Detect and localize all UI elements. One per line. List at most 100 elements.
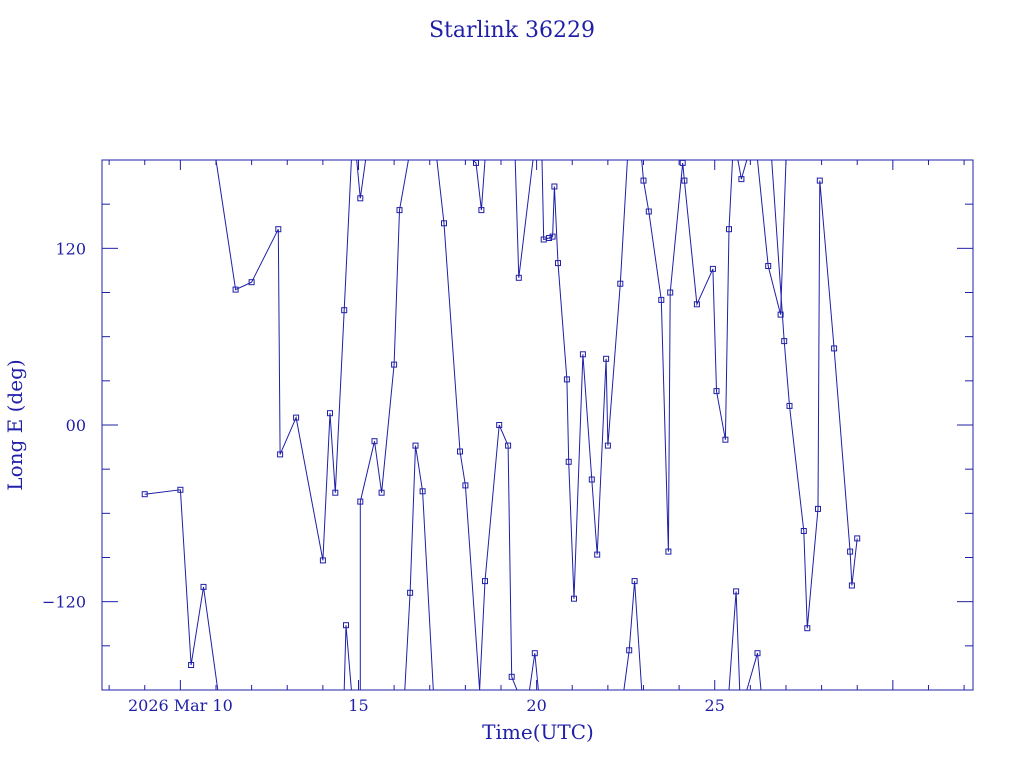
data-point	[177, 486, 184, 493]
data-point	[232, 286, 239, 293]
data-point	[626, 647, 633, 654]
data-point	[765, 263, 772, 269]
data-point	[200, 583, 207, 590]
data-point	[141, 491, 148, 498]
data-point	[478, 207, 485, 214]
data-point	[781, 338, 788, 345]
data-point	[396, 207, 403, 214]
data-point	[407, 589, 414, 596]
data-point	[800, 528, 807, 534]
data-point	[565, 458, 572, 465]
data-point	[412, 442, 419, 449]
series-line	[479, 424, 518, 690]
data-point	[631, 578, 638, 585]
data-point	[848, 582, 855, 589]
data-point	[371, 438, 378, 445]
data-point	[645, 208, 652, 215]
series-line	[514, 160, 534, 278]
axis-ticks: 2026 Mar 10 15 20 25 120 00 −120	[42, 160, 973, 715]
data-point	[357, 498, 364, 505]
data-point	[391, 361, 398, 368]
series-line	[356, 160, 367, 199]
data-point	[603, 355, 610, 362]
data-point	[515, 274, 522, 281]
series-line	[144, 489, 219, 690]
data-point	[341, 307, 348, 314]
data-point	[847, 548, 854, 555]
data-point	[816, 177, 823, 184]
y-tick-label: 120	[55, 239, 86, 258]
data-point	[604, 442, 611, 449]
data-point	[722, 436, 729, 443]
series-line	[728, 591, 741, 690]
x-tick-label: 15	[348, 696, 368, 715]
data-point	[343, 622, 349, 629]
data-point	[804, 625, 811, 632]
data-point	[617, 280, 624, 287]
data-point	[854, 535, 861, 542]
data-point	[505, 442, 512, 449]
series-line	[436, 160, 481, 690]
chart-title: Starlink 36229	[429, 18, 595, 43]
data-point	[563, 376, 570, 383]
data-point	[462, 482, 469, 489]
data-point	[786, 402, 793, 409]
data-point	[831, 345, 838, 352]
data-point	[579, 351, 586, 358]
data-point	[275, 226, 282, 233]
series-line	[641, 160, 733, 552]
data-point	[555, 260, 561, 267]
series-line	[541, 160, 628, 599]
data-point	[508, 673, 515, 680]
data-point	[693, 301, 700, 308]
data-point	[327, 410, 333, 417]
data-point	[419, 488, 426, 495]
data-point	[277, 451, 284, 458]
data-point	[754, 650, 761, 657]
data-point	[738, 176, 745, 183]
data-point	[588, 476, 595, 483]
x-tick-label: 2026 Mar 10	[128, 696, 233, 715]
series-line	[472, 160, 486, 211]
data-point	[777, 311, 784, 318]
series-line	[529, 653, 539, 690]
data-point	[457, 448, 463, 455]
data-point	[473, 160, 479, 166]
x-tick-label: 25	[705, 696, 725, 715]
data-point	[546, 235, 553, 241]
data-point	[188, 662, 195, 668]
data-point	[713, 388, 720, 395]
series-line	[623, 581, 643, 690]
data-point	[681, 177, 688, 184]
data-point	[531, 650, 538, 657]
data-series	[141, 160, 861, 690]
x-tick-label: 20	[526, 696, 546, 715]
data-point	[640, 177, 647, 184]
data-point	[319, 557, 326, 564]
series-line	[771, 160, 858, 629]
y-tick-label: −120	[42, 593, 86, 612]
data-point	[665, 548, 672, 555]
data-point	[594, 551, 601, 558]
series-line	[746, 653, 762, 690]
series-line	[359, 160, 409, 690]
data-point	[482, 578, 488, 585]
y-tick-label: 00	[66, 416, 86, 435]
series-group	[141, 160, 861, 690]
data-point	[496, 422, 503, 428]
data-point	[293, 414, 300, 421]
data-point	[679, 160, 686, 166]
data-point	[332, 489, 339, 496]
data-point	[248, 279, 255, 286]
series-line	[343, 625, 352, 690]
data-point	[357, 195, 364, 202]
data-point	[441, 220, 447, 227]
series-line	[737, 160, 748, 180]
x-axis-label: Time(UTC)	[482, 720, 594, 744]
data-point	[815, 505, 821, 512]
data-point	[667, 289, 674, 296]
data-point	[733, 588, 740, 595]
data-point	[378, 489, 385, 496]
series-line	[757, 160, 787, 315]
